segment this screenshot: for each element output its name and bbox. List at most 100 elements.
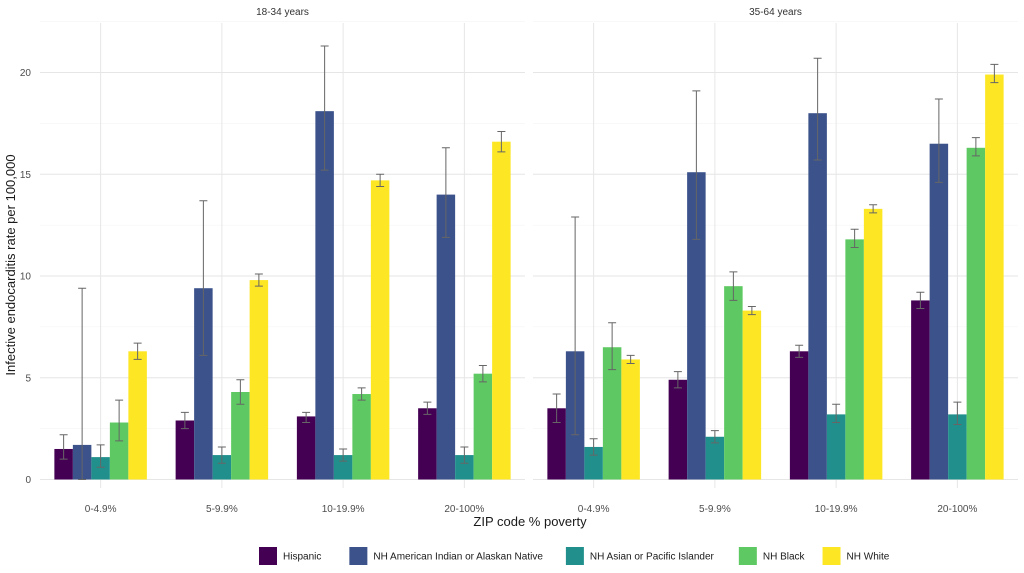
error-bar <box>460 446 469 464</box>
error-bar <box>589 438 598 456</box>
bar <box>584 446 603 480</box>
error-bar <box>115 399 124 442</box>
panel-2: 35-64 years 0-4.9% 5-9.9% 10-19.9% 20-100% <box>533 7 1018 515</box>
chart-panels: 18-34 years 0-4.9% 5-9.9% 10-19.9% 20-100% 0 5… <box>20 7 1018 515</box>
legend-item: NH White <box>822 547 890 565</box>
error-bar <box>180 411 189 430</box>
bar <box>418 408 437 480</box>
panel-1: 18-34 years 0-4.9% 5-9.9% 10-19.9% 20-100% 0 5… <box>20 7 525 515</box>
bar <box>473 373 493 480</box>
bar <box>966 147 986 480</box>
y-tick-label: 5 <box>25 373 31 384</box>
y-tick-label: 20 <box>20 68 32 79</box>
legend-label: NH White <box>847 552 890 563</box>
x-tick-label: 5-9.9% <box>699 504 731 515</box>
x-tick-label: 20-100% <box>444 504 484 515</box>
y-tick-label: 15 <box>20 170 32 181</box>
error-bar <box>692 90 701 240</box>
error-bar <box>571 216 580 436</box>
bar <box>231 391 250 480</box>
legend-label: NH American Indian or Alaskan Native <box>373 552 543 563</box>
bar <box>863 208 883 480</box>
bar <box>109 422 129 480</box>
error-bar <box>729 271 738 301</box>
error-bar <box>236 379 245 405</box>
error-bar <box>133 342 142 360</box>
error-bar <box>497 131 506 153</box>
bar <box>547 408 566 480</box>
bar <box>54 448 73 480</box>
legend-item: NH Asian or Pacific Islander <box>565 547 715 565</box>
legend-item: Hispanic <box>259 547 321 565</box>
bar <box>789 351 809 480</box>
error-bar <box>552 393 561 424</box>
legend-swatch <box>565 547 584 565</box>
bar <box>911 300 930 480</box>
error-bar <box>626 354 635 365</box>
legend-item: NH American Indian or Alaskan Native <box>349 547 543 565</box>
x-tick-label: 0-4.9% <box>85 504 117 515</box>
x-tick-label: 10-19.9% <box>322 504 365 515</box>
error-bar <box>832 403 841 424</box>
bar <box>724 286 743 480</box>
legend-swatch <box>738 547 757 565</box>
legend-swatch <box>822 547 841 565</box>
error-bar <box>953 401 962 426</box>
error-bar <box>320 45 329 171</box>
y-tick-label: 0 <box>25 475 31 486</box>
bar <box>602 347 622 480</box>
error-bar <box>302 411 311 424</box>
bar <box>621 359 640 480</box>
panel-title: 35-64 years <box>749 7 802 18</box>
error-bar <box>59 434 68 460</box>
bar <box>985 74 1004 480</box>
bar <box>929 143 949 480</box>
error-bar <box>478 365 487 383</box>
error-bar <box>441 147 450 238</box>
error-bar <box>747 306 756 316</box>
bar <box>212 455 232 480</box>
error-bar <box>850 228 859 249</box>
x-tick-label: 20-100% <box>937 504 977 515</box>
error-bar <box>78 287 87 480</box>
bar <box>826 414 846 480</box>
legend-label: NH Black <box>763 552 806 563</box>
error-bar <box>423 401 432 415</box>
bar <box>948 414 967 480</box>
error-bar <box>934 98 943 183</box>
bar <box>455 455 474 480</box>
legend-item: NH Black <box>738 547 806 565</box>
bar <box>128 351 147 480</box>
bar <box>845 239 864 480</box>
panel-title: 18-34 years <box>256 7 309 18</box>
legend-label: NH Asian or Pacific Islander <box>590 552 715 563</box>
error-bar <box>795 344 804 358</box>
error-bar <box>813 57 822 161</box>
error-bar <box>916 291 925 310</box>
bar <box>808 113 827 480</box>
error-bar <box>710 430 719 444</box>
error-bar <box>869 204 878 214</box>
error-bar <box>357 387 366 401</box>
error-bar <box>339 448 348 462</box>
bar <box>249 280 269 480</box>
error-bar <box>376 173 385 187</box>
bar <box>315 111 334 480</box>
error-bar <box>217 446 226 464</box>
bar <box>668 379 688 480</box>
bar <box>91 457 110 480</box>
legend-swatch <box>259 547 277 565</box>
error-bar <box>990 63 999 84</box>
bar <box>194 288 213 480</box>
legend: Hispanic NH American Indian or Alaskan Na… <box>259 547 890 565</box>
bar <box>175 420 195 480</box>
bar <box>296 416 316 480</box>
legend-swatch <box>349 547 368 565</box>
error-bar <box>971 137 980 157</box>
bar <box>492 141 511 480</box>
error-bar <box>254 273 263 287</box>
y-tick-label: 10 <box>20 272 32 283</box>
bar <box>333 455 353 480</box>
error-bar <box>608 322 617 371</box>
